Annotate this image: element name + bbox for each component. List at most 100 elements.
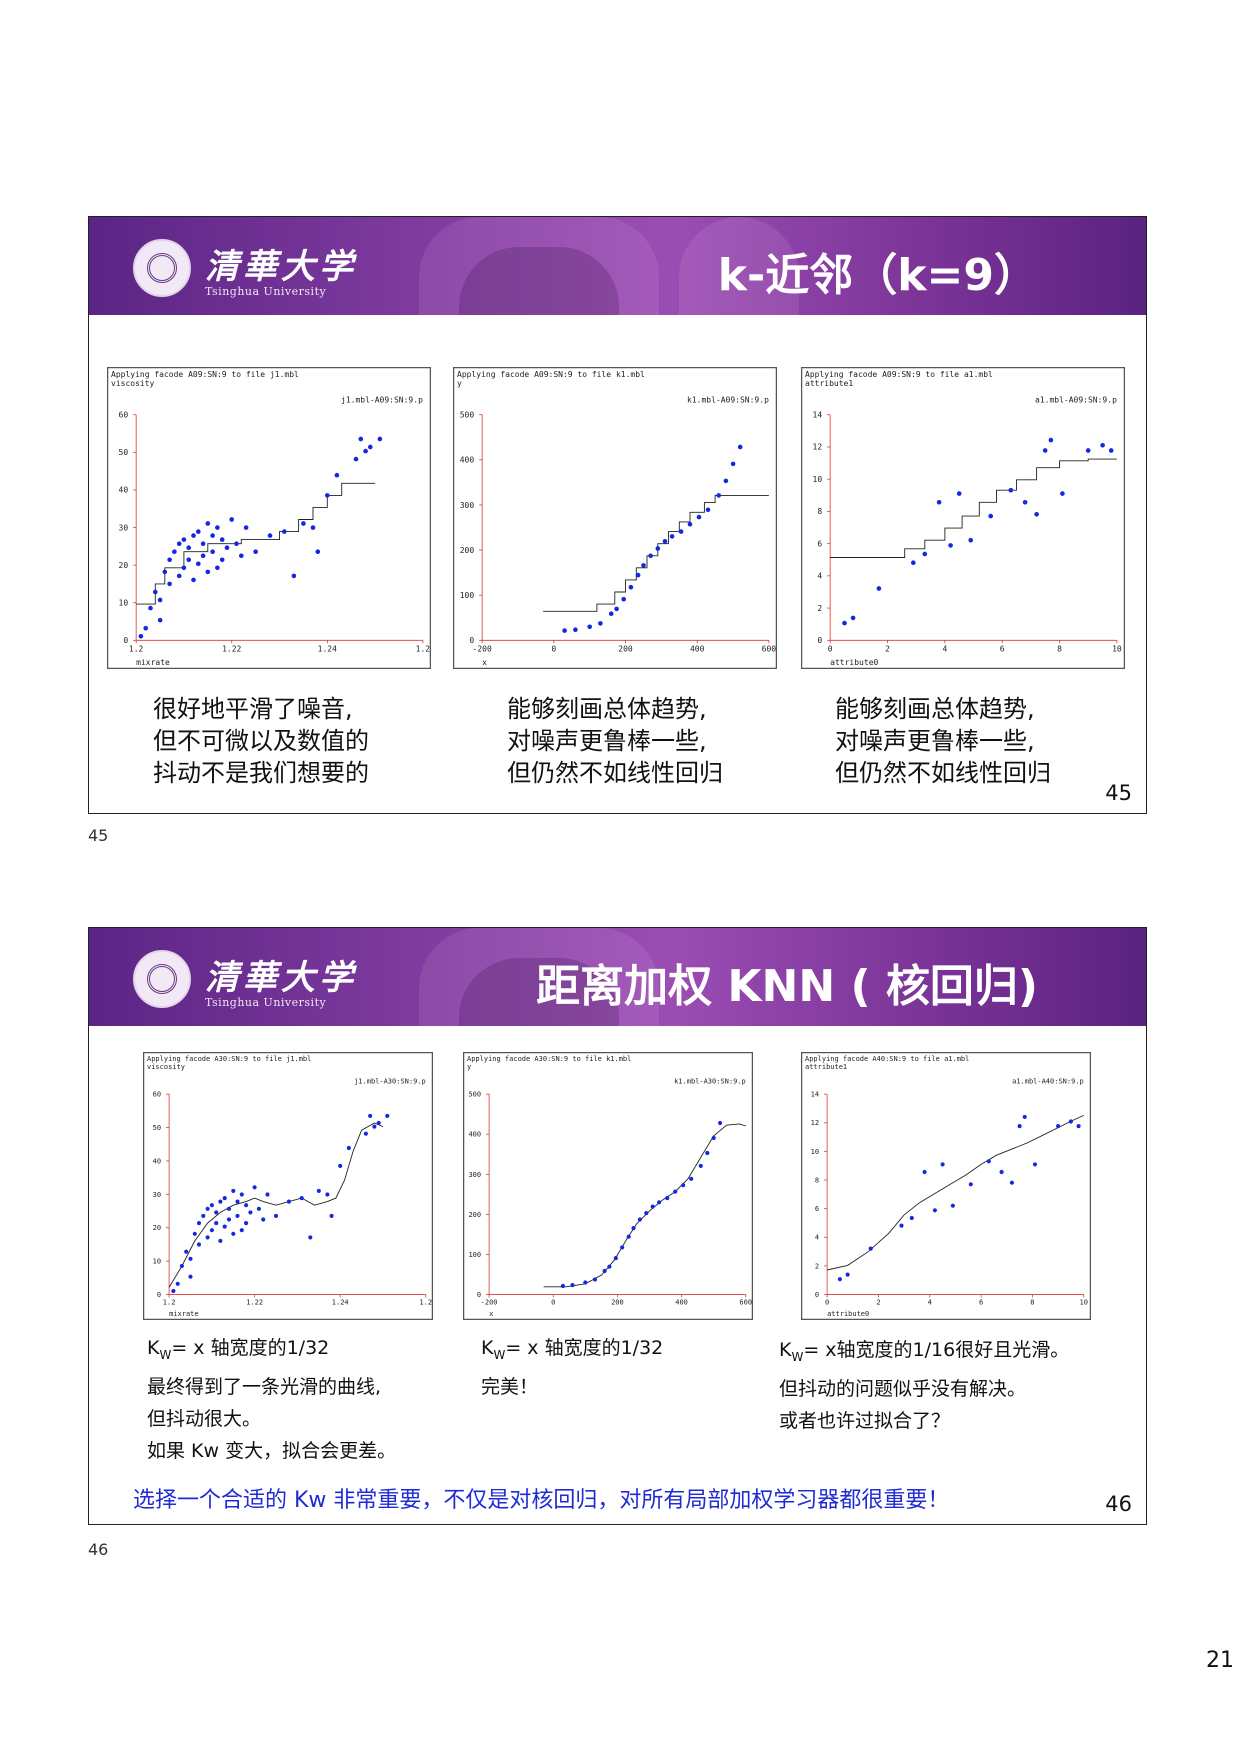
caption-line: 但抖动很大。	[147, 1407, 262, 1430]
caption-viscosity: KW= x 轴宽度的1/32 最终得到了一条光滑的曲线, 但抖动很大。 如果 K…	[147, 1332, 396, 1467]
data-point	[192, 1231, 197, 1236]
data-point	[162, 569, 168, 575]
y-tick-label: 12	[811, 1119, 819, 1127]
plot-xlabel: x	[482, 658, 487, 667]
plot-frame	[801, 1052, 1091, 1320]
data-point	[325, 1192, 330, 1197]
data-point	[334, 472, 340, 478]
data-point	[1042, 448, 1048, 453]
data-point	[152, 589, 158, 595]
university-name-en: Tsinghua University	[205, 285, 327, 298]
data-point	[308, 1235, 313, 1240]
data-point	[253, 549, 258, 555]
x-tick-label: 0	[828, 644, 833, 653]
y-tick-label: 6	[815, 1205, 819, 1213]
data-point	[215, 525, 220, 530]
plot-frame	[453, 367, 777, 669]
data-point	[376, 1120, 381, 1126]
data-point	[358, 436, 364, 442]
caption-line: 抖动不是我们想要的	[153, 759, 369, 787]
x-tick-label: 0	[825, 1299, 829, 1307]
data-point	[188, 1256, 193, 1261]
data-point	[235, 1213, 240, 1218]
data-point	[1034, 511, 1039, 517]
x-tick-label: 1.24	[332, 1299, 349, 1307]
data-point	[181, 537, 187, 542]
y-tick-label: 10	[811, 1148, 819, 1156]
caption-kw-line: KW= x 轴宽度的1/32	[481, 1332, 663, 1371]
y-tick-label: 30	[153, 1191, 161, 1199]
data-point	[1022, 499, 1028, 505]
data-point	[637, 1217, 642, 1222]
y-tick-label: 500	[460, 411, 475, 420]
data-point	[143, 625, 149, 631]
data-point	[210, 533, 215, 538]
data-point	[1008, 487, 1014, 493]
kernel-curve	[168, 1122, 384, 1288]
caption-line: 最终得到了一条光滑的曲线,	[147, 1375, 382, 1398]
data-point	[657, 1200, 662, 1205]
plot-a1-knn: Applying facode A09:SN:9 to file a1.mbla…	[801, 367, 1125, 669]
kw-symbol: K	[779, 1339, 792, 1361]
data-point	[248, 1210, 253, 1215]
data-point	[560, 1283, 565, 1289]
x-tick-label: 1.2	[419, 1299, 432, 1307]
data-point	[226, 1217, 232, 1222]
data-point	[372, 1124, 377, 1129]
data-point	[678, 529, 684, 534]
x-tick-label: 1.2	[416, 644, 431, 653]
caption-line: 能够刻画总体趋势,	[835, 695, 1035, 723]
plot-header: Applying facode A30:SN:9 to file j1.mbl	[147, 1055, 311, 1063]
y-tick-label: 14	[813, 411, 823, 420]
caption-k1: 能够刻画总体趋势, 对噪声更鲁棒一些, 但仍然不如线性回归	[507, 693, 723, 789]
plot-viscosity-knn: Applying facode A09:SN:9 to file j1.mblv…	[107, 367, 431, 669]
data-point	[231, 1231, 236, 1236]
y-tick-label: 300	[460, 501, 475, 510]
data-point	[219, 557, 225, 563]
data-point	[936, 499, 942, 505]
y-tick-label: 10	[813, 475, 823, 484]
page-label: 46	[88, 1540, 109, 1559]
slide-kernel-regression: 清華大学 Tsinghua University 距离加权 KNN ( 核回归)…	[88, 927, 1147, 1525]
data-point	[363, 448, 368, 454]
knn-step-line	[830, 458, 1117, 558]
plot-legend: j1.mbl-A09:SN:9.p	[341, 396, 423, 405]
data-point	[573, 627, 578, 633]
data-point	[239, 1228, 244, 1233]
y-tick-label: 10	[119, 599, 129, 608]
data-point	[837, 1277, 842, 1282]
data-point	[191, 533, 196, 538]
caption-line: = x 轴宽度的1/32	[171, 1337, 330, 1359]
x-tick-label: 600	[739, 1299, 752, 1307]
data-point	[286, 1199, 291, 1204]
plot-header: Applying facode A40:SN:9 to file a1.mbl	[805, 1055, 969, 1063]
plot-xlabel: attribute0	[830, 658, 878, 667]
data-point	[614, 606, 619, 612]
data-point	[315, 549, 321, 555]
y-tick-label: 200	[468, 1211, 481, 1219]
key-takeaway: 选择一个合适的 Kw 非常重要，不仅是对核回归，对所有局部加权学习器都很重要！	[133, 1488, 950, 1513]
data-point	[346, 1145, 351, 1151]
y-tick-label: 60	[153, 1091, 161, 1099]
y-tick-label: 100	[468, 1251, 481, 1259]
x-tick-label: 2	[885, 644, 890, 653]
plot-ylabel: attribute1	[805, 1063, 847, 1071]
data-point	[210, 549, 215, 555]
data-point	[698, 1163, 703, 1168]
data-point	[179, 1263, 184, 1269]
y-tick-label: 60	[119, 411, 129, 420]
data-point	[932, 1208, 937, 1213]
plot-frame	[463, 1052, 753, 1320]
caption-line: 如果 Kw 变大，拟合会更差。	[147, 1439, 397, 1462]
plot-ylabel: y	[467, 1063, 471, 1071]
data-point	[367, 444, 373, 450]
data-point	[602, 1268, 607, 1274]
page-label: 45	[88, 826, 109, 845]
data-point	[620, 1245, 625, 1250]
data-point	[641, 563, 646, 568]
y-tick-label: 30	[119, 523, 129, 532]
data-point	[922, 551, 928, 557]
data-point	[1060, 491, 1065, 496]
caption-line: = x轴宽度的1/16很好且光滑。	[803, 1339, 1070, 1361]
y-tick-label: 0	[815, 1291, 819, 1299]
